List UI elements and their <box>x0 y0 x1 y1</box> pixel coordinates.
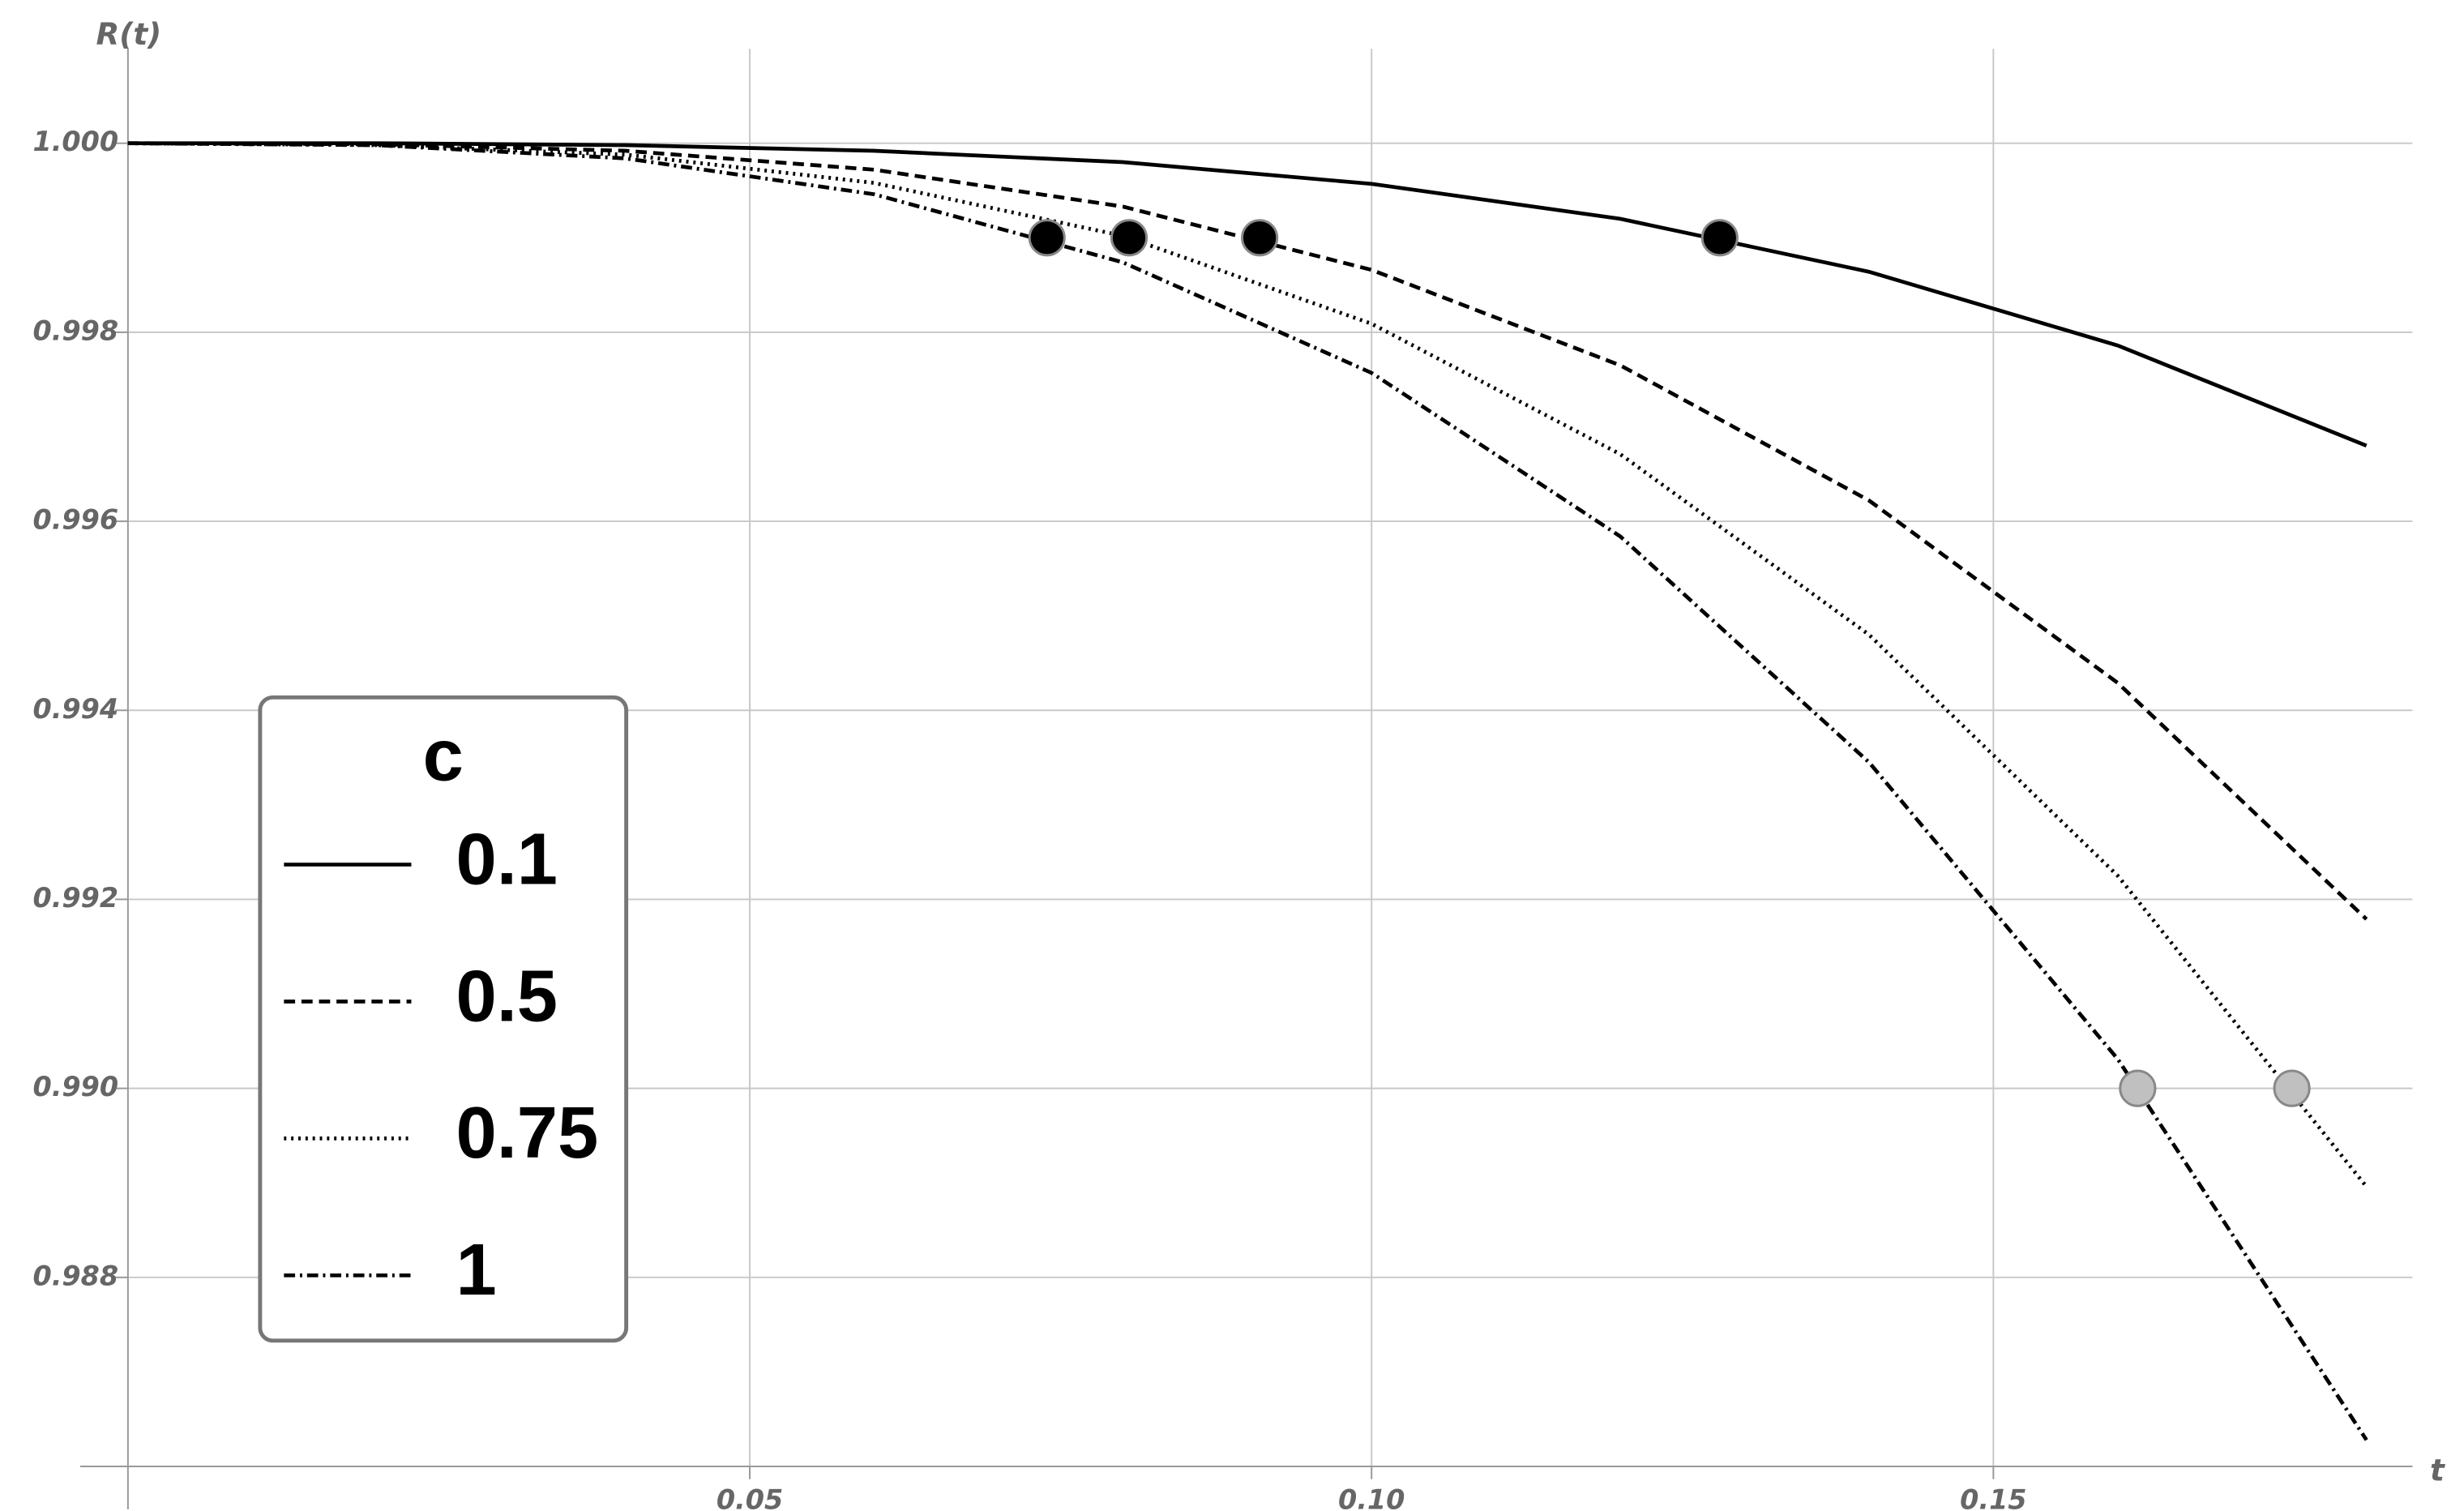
x-tick-label: 0.05 <box>717 1484 783 1511</box>
y-axis-label: R(t) <box>96 16 162 52</box>
marker <box>1110 219 1149 257</box>
y-tick-label: 1.000 <box>32 126 118 157</box>
legend-box <box>258 695 629 1343</box>
marker <box>1028 219 1066 257</box>
series-line <box>127 141 2368 1441</box>
series-line <box>127 141 2368 447</box>
legend-label: 0.5 <box>456 955 558 1037</box>
y-tick-label: 0.988 <box>32 1260 118 1291</box>
x-axis-label: t <box>2430 1453 2445 1488</box>
y-tick-label: 0.998 <box>32 315 118 346</box>
legend-title: c <box>423 715 464 797</box>
marker <box>2273 1069 2311 1107</box>
marker <box>1241 219 1279 257</box>
x-tick-label: 0.15 <box>1960 1484 2026 1511</box>
legend-label: 1 <box>456 1229 496 1311</box>
legend-label: 0.1 <box>456 818 558 900</box>
y-tick-label: 0.996 <box>32 504 118 536</box>
x-tick-label: 0.10 <box>1338 1484 1405 1511</box>
y-tick-label: 0.994 <box>32 693 118 725</box>
y-tick-label: 0.992 <box>32 882 118 914</box>
legend-label: 0.75 <box>456 1092 598 1174</box>
y-tick-label: 0.990 <box>32 1071 118 1102</box>
legend: c 0.1 0.5 0.75 1 <box>258 695 629 1343</box>
marker <box>2119 1069 2157 1107</box>
marker <box>1700 219 1739 257</box>
plot-area <box>127 141 2368 1441</box>
